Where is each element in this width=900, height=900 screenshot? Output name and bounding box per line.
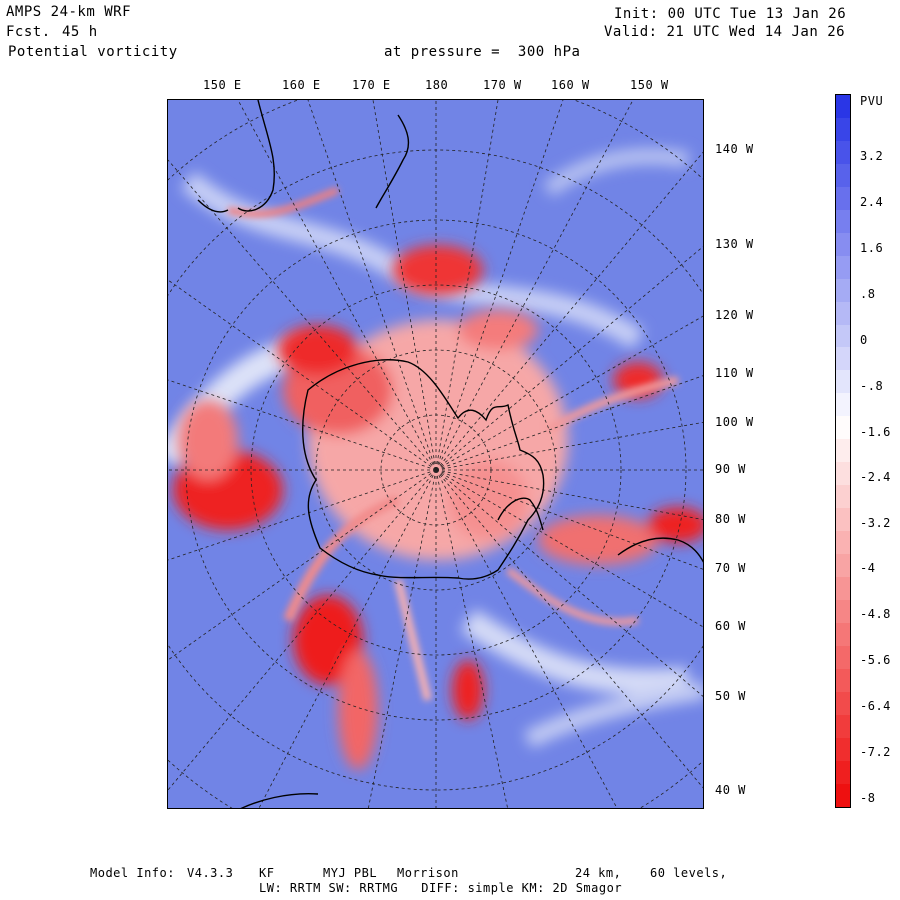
lon-label-90w: 90 W bbox=[715, 462, 746, 476]
lon-label-60w: 60 W bbox=[715, 619, 746, 633]
colorbar-band bbox=[836, 209, 850, 233]
colorbar-band bbox=[836, 737, 850, 761]
lon-label-170w: 170 W bbox=[483, 78, 522, 92]
colorbar-band bbox=[836, 508, 850, 532]
lon-label-100w: 100 W bbox=[715, 415, 754, 429]
footer-microphysics: Morrison bbox=[397, 866, 459, 880]
init-time: Init: 00 UTC Tue 13 Jan 26 bbox=[614, 6, 847, 22]
pv-field-svg bbox=[168, 100, 703, 808]
footer-physics-line: LW: RRTM SW: RRTMG DIFF: simple KM: 2D S… bbox=[259, 881, 623, 895]
colorbar-band bbox=[836, 462, 850, 486]
colorbar-band bbox=[836, 691, 850, 715]
colorbar-band bbox=[836, 301, 850, 325]
pressure-level: at pressure = 300 hPa bbox=[384, 44, 581, 60]
colorbar-band bbox=[836, 531, 850, 555]
cb-tick: 1.6 bbox=[860, 241, 884, 255]
lon-label-170e: 170 E bbox=[352, 78, 391, 92]
cb-tick: -3.2 bbox=[860, 516, 891, 530]
colorbar-band bbox=[836, 485, 850, 509]
footer-resolution: 24 km, bbox=[575, 866, 622, 880]
cb-tick: -8 bbox=[860, 791, 876, 805]
cb-tick: -6.4 bbox=[860, 699, 891, 713]
lon-label-150e: 150 E bbox=[203, 78, 242, 92]
colorbar-band bbox=[836, 347, 850, 371]
colorbar-band bbox=[836, 140, 850, 164]
colorbar-band bbox=[836, 554, 850, 578]
footer-pbl: MYJ PBL bbox=[323, 866, 378, 880]
cb-tick: 2.4 bbox=[860, 195, 884, 209]
south-america-coastline bbox=[617, 537, 703, 563]
new-zealand-coastline bbox=[375, 114, 410, 209]
lon-label-70w: 70 W bbox=[715, 561, 746, 575]
cb-tick: -4.8 bbox=[860, 607, 891, 621]
footer-cumulus: KF bbox=[259, 866, 275, 880]
colorbar-band bbox=[836, 645, 850, 669]
cb-tick: .8 bbox=[860, 287, 876, 301]
lon-label-40w: 40 W bbox=[715, 783, 746, 797]
lon-label-150w: 150 W bbox=[630, 78, 669, 92]
pv-map bbox=[167, 99, 704, 809]
lon-label-130w: 130 W bbox=[715, 237, 754, 251]
colorbar-band bbox=[836, 95, 850, 118]
antarctica-coastline bbox=[302, 359, 545, 580]
tasmania-coastline bbox=[197, 199, 229, 213]
colorbar-band bbox=[836, 278, 850, 302]
footer-model-info-label: Model Info: bbox=[90, 866, 175, 880]
antarctic-peninsula bbox=[497, 497, 544, 531]
pv-filaments bbox=[227, 186, 679, 701]
lon-label-180: 180 bbox=[425, 78, 449, 92]
cb-tick: -4 bbox=[860, 561, 876, 575]
lon-label-110w: 110 W bbox=[715, 366, 754, 380]
graticule bbox=[168, 100, 703, 808]
forecast-hour: 45 h bbox=[62, 24, 98, 40]
cb-tick: 0 bbox=[860, 333, 868, 347]
colorbar-band bbox=[836, 186, 850, 210]
cb-tick: -.8 bbox=[860, 379, 884, 393]
colorbar-band bbox=[836, 416, 850, 440]
valid-time: Valid: 21 UTC Wed 14 Jan 26 bbox=[604, 24, 846, 40]
pv-colorbar bbox=[835, 94, 851, 808]
colorbar-band bbox=[836, 117, 850, 141]
colorbar-band bbox=[836, 370, 850, 394]
lon-label-80w: 80 W bbox=[715, 512, 746, 526]
colorbar-band bbox=[836, 393, 850, 417]
forecast-label: Fcst. bbox=[6, 24, 51, 40]
colorbar-band bbox=[836, 783, 850, 807]
lon-label-140w: 140 W bbox=[715, 142, 754, 156]
cb-tick: -2.4 bbox=[860, 470, 891, 484]
lon-label-160e: 160 E bbox=[282, 78, 321, 92]
footer-levels: 60 levels, bbox=[650, 866, 728, 880]
australia-coastline bbox=[237, 100, 276, 212]
colorbar-band bbox=[836, 577, 850, 600]
cb-tick: 3.2 bbox=[860, 149, 884, 163]
lon-label-120w: 120 W bbox=[715, 308, 754, 322]
colorbar-band bbox=[836, 255, 850, 279]
lon-label-50w: 50 W bbox=[715, 689, 746, 703]
colorbar-band bbox=[836, 439, 850, 463]
colorbar-band bbox=[836, 232, 850, 256]
colorbar-band bbox=[836, 599, 850, 623]
colorbar-band bbox=[836, 324, 850, 348]
field-name: Potential vorticity bbox=[8, 44, 178, 60]
colorbar-band bbox=[836, 760, 850, 784]
colorbar-band bbox=[836, 622, 850, 646]
colorbar-unit: PVU bbox=[860, 94, 884, 108]
south-africa-coastline bbox=[240, 792, 319, 808]
footer-version: V4.3.3 bbox=[187, 866, 234, 880]
coastlines bbox=[197, 100, 703, 808]
colorbar-band bbox=[836, 163, 850, 187]
lon-label-160w: 160 W bbox=[551, 78, 590, 92]
colorbar-band bbox=[836, 668, 850, 692]
cb-tick: -1.6 bbox=[860, 425, 891, 439]
cb-tick: -5.6 bbox=[860, 653, 891, 667]
model-title: AMPS 24-km WRF bbox=[6, 4, 132, 20]
colorbar-band bbox=[836, 714, 850, 738]
cb-tick: -7.2 bbox=[860, 745, 891, 759]
